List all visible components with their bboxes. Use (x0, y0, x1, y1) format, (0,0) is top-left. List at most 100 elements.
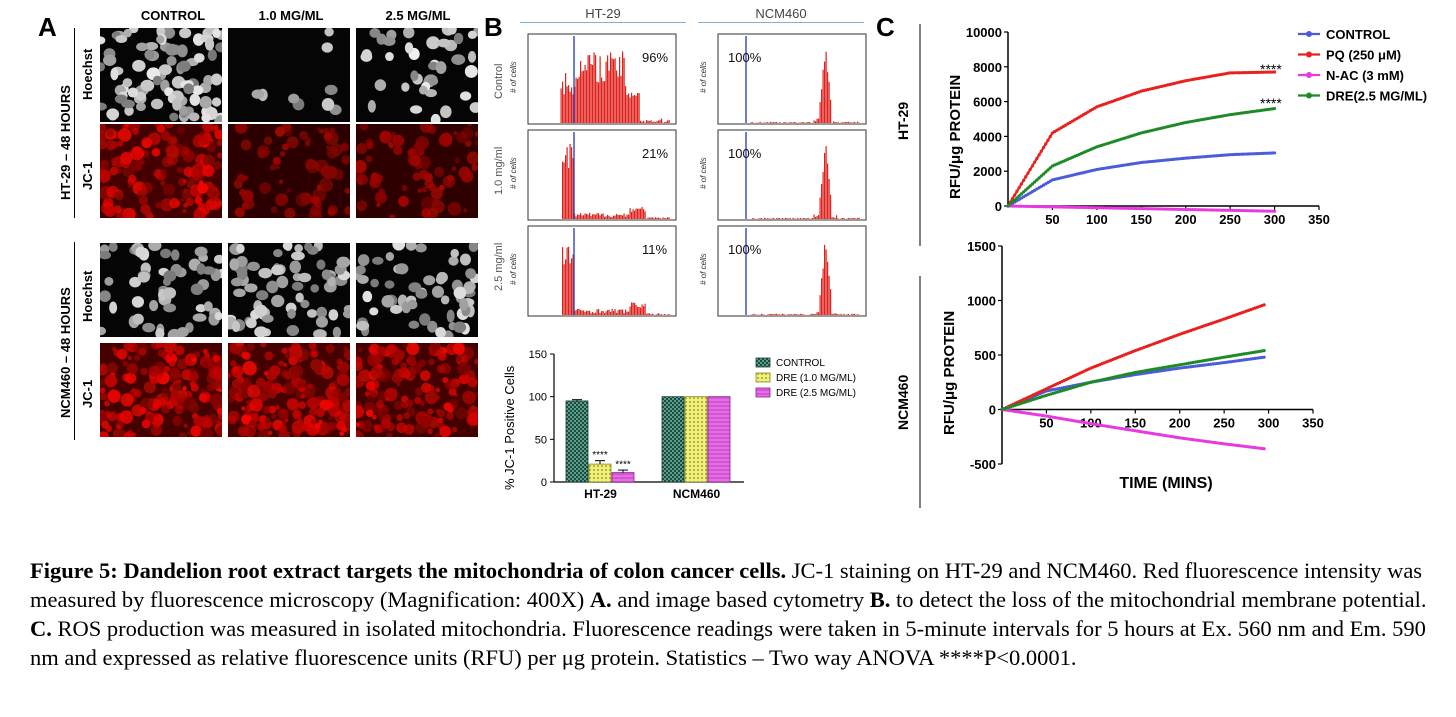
c-series-point-top-2 (1272, 209, 1277, 213)
micro-tile-r3-c1 (228, 343, 350, 437)
hist-bar (580, 310, 582, 315)
c-series-point-top-1 (1024, 175, 1028, 179)
c-series-point-top-2 (1050, 205, 1055, 209)
hist-bar (572, 158, 574, 219)
hist-bar (819, 197, 821, 219)
hist-bar (807, 217, 809, 219)
hist-bar (601, 213, 603, 219)
hist-bar (761, 218, 763, 219)
group-divider-ht29 (74, 28, 75, 218)
hist-bar (818, 215, 820, 219)
hist-bar (846, 122, 848, 123)
hist-bar (580, 61, 582, 123)
hist-bar (584, 312, 586, 315)
bar-y-tick-label: 0 (541, 477, 547, 489)
c-series-point-top-2 (1190, 208, 1194, 212)
c-series-point-top-1 (1041, 145, 1046, 150)
hist-bar (562, 247, 564, 315)
hist-bar (641, 206, 643, 219)
hist-bar (816, 312, 818, 315)
hist-bar (610, 52, 612, 123)
c-series-point-top-2 (1257, 209, 1261, 213)
c-series-point-top-3 (1035, 178, 1039, 182)
hist-bar (789, 217, 791, 219)
bar-sig-1: **** (592, 450, 608, 461)
hist-bar (641, 304, 643, 315)
caption-text-2: and image based cytometry (611, 587, 870, 612)
micro-tile-r0-c0 (100, 28, 222, 122)
c-y-tick-label-top: 2000 (973, 164, 1002, 179)
c-series-point-top-2 (1053, 205, 1057, 209)
hist-bar (659, 314, 661, 315)
hist-bar (837, 218, 839, 219)
c-series-point-top-2 (1021, 204, 1026, 208)
c-series-point-top-2 (1235, 208, 1239, 213)
c-series-point-top-2 (1170, 207, 1174, 211)
hist-bar (813, 313, 815, 315)
hist-bar (589, 55, 591, 123)
hist-bar (647, 120, 649, 123)
hist-bar (773, 217, 775, 219)
hist-bar (783, 314, 785, 315)
c-series-point-top-1 (1044, 142, 1048, 146)
c-series-point-top-2 (1250, 209, 1254, 213)
c-series-point-top-2 (1261, 209, 1266, 213)
hist-bar (641, 121, 643, 123)
c-series-point-top-2 (1137, 206, 1141, 211)
c-series-point-top-2 (1068, 205, 1072, 209)
c-series-point-top-1 (1026, 171, 1030, 175)
hist-bar (605, 61, 607, 123)
hist-bar (825, 51, 827, 123)
hist-bar (619, 309, 621, 315)
hist-bar (562, 161, 564, 219)
c-series-point-top-2 (1204, 208, 1208, 212)
hist-bar (581, 71, 583, 123)
hist-bar (776, 313, 778, 315)
hist-bar (586, 70, 588, 123)
c-series-point-top-2 (1104, 206, 1108, 210)
c-series-point-top-1 (1241, 71, 1246, 75)
hist-bar (854, 313, 856, 315)
hist-bar (595, 55, 597, 123)
bar-1-1 (684, 396, 708, 483)
hist-bar (800, 217, 802, 219)
hist-bar (566, 86, 568, 123)
hist-bar (810, 218, 812, 219)
bar-legend-label-2: DRE (2.5 MG/ML) (776, 388, 856, 399)
caption-ref-b: B. (869, 587, 891, 612)
c-series-point-top-3 (1033, 180, 1037, 184)
hist-bar (785, 217, 787, 219)
c-series-point-top-2 (1155, 207, 1159, 211)
hist-bar (828, 178, 830, 219)
hist-percent-2-0: 11% (642, 242, 667, 257)
c-series-point-top-2 (1130, 206, 1134, 211)
hist-bar (806, 218, 808, 219)
c-series-point-top-2 (1115, 206, 1119, 210)
c-y-tick-label-top: 6000 (973, 95, 1002, 110)
caption-ref-c: C. (30, 616, 52, 641)
hist-bar (771, 313, 773, 315)
hist-bar (788, 314, 790, 315)
hist-bar (789, 121, 791, 123)
bar-0-1 (588, 463, 612, 483)
hist-bar (815, 216, 817, 219)
c-sig-pq: **** (1260, 61, 1282, 77)
hist-bar (637, 92, 639, 123)
c-series-point-top-1 (1228, 71, 1232, 75)
c-series-point-top-2 (1135, 206, 1139, 211)
hist-bar (661, 314, 663, 315)
hist-percent-0-0: 96% (642, 50, 668, 65)
hist-bar (833, 314, 835, 315)
hist-bar (653, 218, 655, 219)
hist-bar (643, 209, 645, 219)
hist-box-1-1 (717, 129, 867, 221)
panel-b-letter: B (484, 12, 503, 42)
hist-bar (578, 215, 580, 219)
hist-bar (568, 85, 570, 123)
c-series-point-top-2 (1179, 207, 1183, 211)
hist-bar (592, 312, 594, 315)
hist-bar (776, 218, 778, 219)
c-series-point-top-2 (1230, 208, 1234, 212)
hist-bar (840, 218, 842, 219)
hist-bar (590, 216, 592, 219)
